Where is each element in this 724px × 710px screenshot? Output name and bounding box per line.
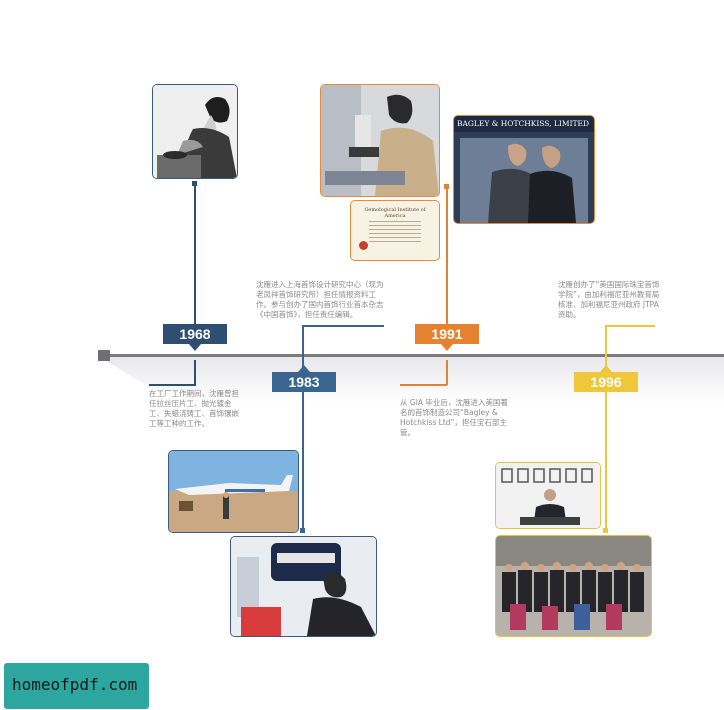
connector-1996-upper	[605, 325, 607, 373]
connector-dot-1991	[444, 184, 449, 189]
connector-1968	[194, 183, 196, 325]
bagley-sign-text: BAGLEY & HOTCHKISS, LIMITED	[457, 119, 590, 128]
connector-1991	[446, 186, 448, 324]
connector-1983-upper	[302, 325, 304, 373]
timeline-axis	[100, 354, 724, 357]
connector-1991-lower-h	[400, 384, 447, 386]
connector-1991-lower	[446, 360, 448, 385]
connector-dot-1996	[603, 528, 608, 533]
year-badge-1991: 1991	[415, 324, 479, 351]
photo-desk-portrait	[495, 462, 601, 529]
photo-microscope	[320, 84, 440, 197]
timeline-axis-start-marker	[98, 350, 110, 361]
description-1968: 在工厂工作期间，沈雁曾担任拉丝压片工、抛光镀金工、失蜡浇铸工、首饰镶嵌工等工种的…	[149, 389, 239, 428]
year-label: 1991	[431, 326, 463, 342]
year-label: 1996	[590, 374, 622, 390]
certificate-seal-icon	[359, 241, 368, 250]
certificate-lines	[369, 221, 421, 243]
year-badge-1996: 1996	[574, 365, 638, 392]
photo-airplane-field	[168, 450, 299, 533]
description-1983: 沈雁进入上海首饰设计研究中心（现为老凤祥首饰研究所）担任情报资料工作。参与创办了…	[256, 280, 384, 319]
photo-gia-certificate: Gemological Institute of America	[350, 200, 440, 261]
year-badge-1968: 1968	[163, 324, 227, 351]
description-1991: 从 GIA 毕业后，沈雁进入美国著名的首饰制造公司“Bagley & Hotch…	[400, 398, 508, 437]
connector-1968-lower-h	[149, 384, 196, 386]
year-label: 1983	[288, 374, 320, 390]
connector-1968-lower	[194, 360, 196, 385]
photo-jeweler-at-bench	[152, 84, 238, 179]
photo-research-center	[230, 536, 377, 637]
photo-bagley-hotchkiss: BAGLEY & HOTCHKISS, LIMITED	[453, 115, 595, 224]
year-badge-1983: 1983	[272, 365, 336, 392]
connector-1983-upper-h	[302, 325, 384, 327]
watermark-badge: homeofpdf.com	[4, 663, 149, 709]
certificate-title: Gemological Institute of America	[364, 207, 426, 219]
year-label: 1968	[179, 326, 211, 342]
photo-group-graduation	[495, 535, 652, 637]
watermark-text: homeofpdf.com	[12, 675, 138, 694]
connector-1996	[605, 392, 607, 530]
description-1996: 沈雁创办了“美国国际珠宝首饰学院”，由加利福尼亚州教育局核准、加利福尼亚州政府 …	[558, 280, 660, 319]
connector-dot-1983	[300, 528, 305, 533]
connector-1983	[302, 392, 304, 530]
connector-dot-1968	[192, 181, 197, 186]
connector-1996-upper-h	[605, 325, 655, 327]
